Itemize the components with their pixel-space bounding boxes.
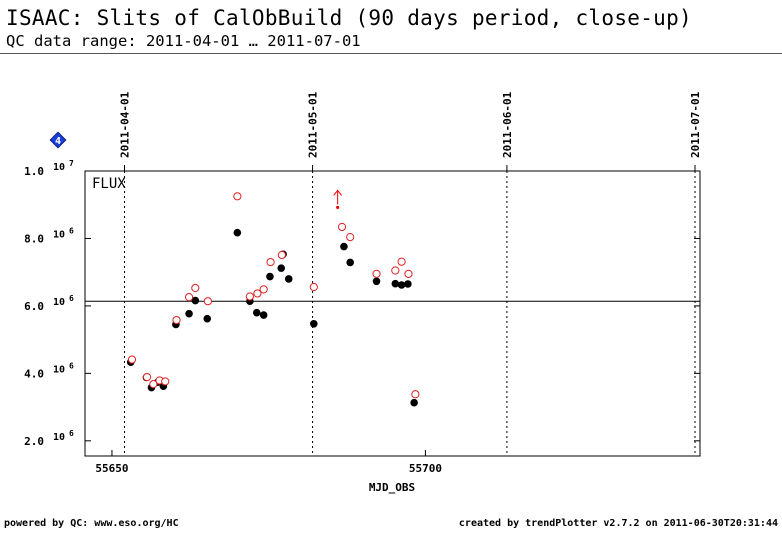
reference-point <box>309 282 318 292</box>
reference-point <box>259 285 268 294</box>
reference-point <box>172 315 181 325</box>
y-tick-label: 2.0 <box>24 435 44 448</box>
date-marker-label: 2011-04-01 <box>118 91 131 158</box>
reference-point <box>191 283 200 293</box>
reference-point <box>233 192 242 201</box>
measured-point <box>410 398 418 407</box>
reference-point <box>203 297 212 306</box>
measured-point <box>203 314 212 323</box>
measured-point <box>397 281 406 289</box>
measured-point <box>185 309 193 318</box>
measured-point <box>252 308 261 317</box>
measured-point <box>391 279 400 288</box>
outlier-dot <box>336 205 340 210</box>
measured-point <box>266 272 274 281</box>
reference-point <box>372 269 381 278</box>
measured-point <box>284 275 293 283</box>
header-divider <box>0 53 782 54</box>
reference-point <box>149 380 158 389</box>
page-title: ISAAC: Slits of CalObBuild (90 days peri… <box>6 6 692 30</box>
reference-point <box>346 233 355 242</box>
y-tick-label: 4.0 <box>24 367 44 380</box>
y-tick-power: 6 <box>69 294 74 303</box>
measured-point <box>346 258 354 267</box>
reference-point <box>161 377 170 386</box>
status-badge-label: 4 <box>55 136 61 147</box>
reference-point <box>184 293 194 302</box>
y-tick-exponent: 10 <box>53 364 65 375</box>
date-marker-lines <box>123 171 696 456</box>
x-axis-label: MJD_OBS <box>369 481 415 494</box>
reference-point <box>404 269 413 278</box>
x-tick-label: 55650 <box>95 462 128 475</box>
reference-point <box>245 292 254 301</box>
measured-point <box>277 264 286 272</box>
y-tick-label: 1.0 <box>24 165 44 178</box>
axis-labels: 2011-04-01 2011-05-01 2011-06-01 2011-07-01… <box>24 91 702 475</box>
reference-point <box>337 222 347 232</box>
measured-point <box>233 228 242 237</box>
y-tick-power: 6 <box>69 226 74 235</box>
panel-label: FLUX <box>92 176 126 192</box>
y-tick-power: 6 <box>69 429 74 438</box>
reference-point <box>411 390 420 399</box>
outlier-arrow-head <box>333 189 343 196</box>
measured-point <box>404 280 412 288</box>
axes <box>84 165 701 457</box>
date-marker-label: 2011-06-01 <box>501 91 514 158</box>
date-marker-label: 2011-07-01 <box>689 91 702 158</box>
y-tick-exponent: 10 <box>53 297 65 308</box>
footer-created-by: created by trendPlotter v2.7.2 on 2011-0… <box>458 518 778 529</box>
reference-point <box>127 355 137 364</box>
y-tick-exponent: 10 <box>53 162 65 173</box>
data-points <box>126 189 420 407</box>
measured-point <box>340 242 348 251</box>
measured-point <box>310 319 318 328</box>
page-subtitle: QC data range: 2011-04-01 … 2011-07-01 <box>6 32 361 50</box>
measured-point <box>191 296 200 305</box>
y-tick-label: 6.0 <box>24 300 44 313</box>
y-tick-exponent: 10 <box>53 432 65 443</box>
y-tick-power: 7 <box>69 159 74 168</box>
reference-point <box>253 289 262 298</box>
x-tick-label: 55700 <box>409 462 442 475</box>
date-marker-label: 2011-05-01 <box>307 91 320 158</box>
reference-point <box>397 257 406 266</box>
measured-point <box>372 277 381 286</box>
reference-point <box>142 372 152 382</box>
status-badge[interactable]: 4 <box>49 131 67 149</box>
y-tick-power: 6 <box>69 361 74 370</box>
measured-point <box>259 311 268 319</box>
reference-point <box>391 266 400 275</box>
y-tick-label: 8.0 <box>24 232 44 245</box>
reference-point <box>277 250 286 260</box>
footer-powered-by: powered by QC: www.eso.org/HC <box>4 518 179 529</box>
plot-frame <box>84 170 701 457</box>
y-tick-exponent: 10 <box>53 229 65 240</box>
reference-point <box>266 257 275 267</box>
status-badge-diamond <box>49 131 67 149</box>
